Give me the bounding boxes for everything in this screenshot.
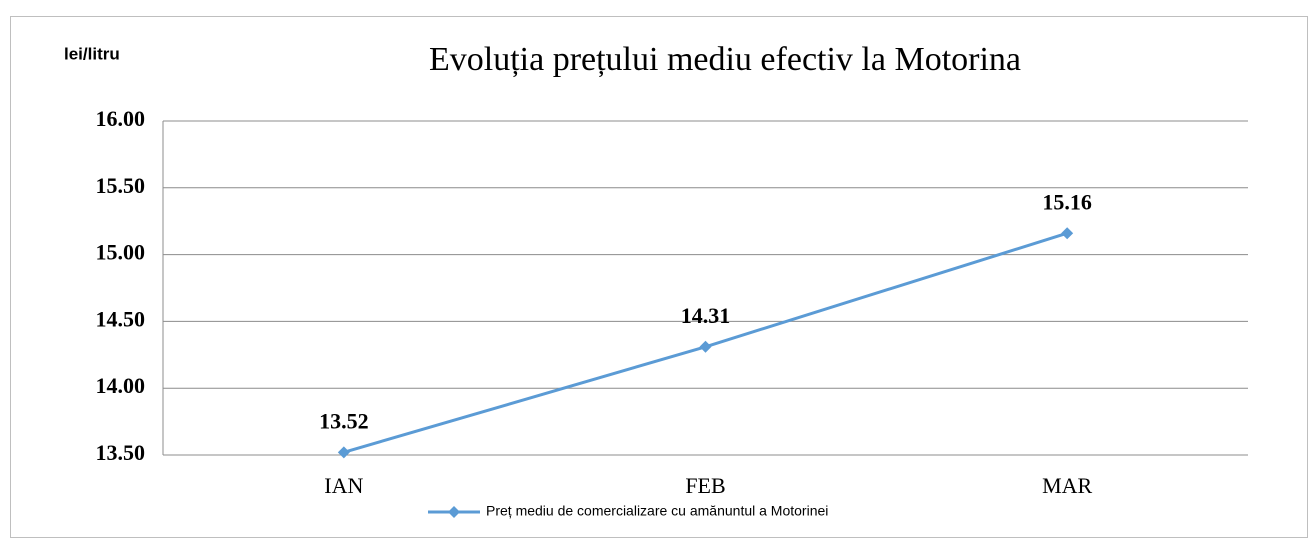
y-tick-label: 14.00 (96, 373, 146, 398)
data-label: 15.16 (1042, 189, 1092, 214)
data-label: 13.52 (319, 408, 369, 433)
y-tick-label: 14.50 (96, 306, 146, 331)
legend-label: Preț mediu de comercializare cu amănuntu… (486, 503, 828, 519)
chart-frame (10, 16, 1308, 538)
chart-title: Evoluția prețului mediu efectiv la Motor… (429, 41, 1021, 78)
legend-marker (448, 506, 460, 518)
y-axis-label: lei/litru (64, 44, 120, 63)
x-tick-label: FEB (685, 473, 725, 498)
data-label: 14.31 (681, 303, 731, 328)
x-tick-label: MAR (1042, 473, 1092, 498)
y-tick-label: 15.00 (96, 240, 146, 265)
y-tick-label: 16.00 (96, 106, 146, 131)
y-tick-label: 13.50 (96, 440, 146, 465)
data-point (699, 340, 712, 353)
data-point (1061, 227, 1074, 240)
data-point (337, 446, 350, 459)
y-tick-label: 15.50 (96, 173, 146, 198)
x-tick-label: IAN (324, 473, 363, 498)
